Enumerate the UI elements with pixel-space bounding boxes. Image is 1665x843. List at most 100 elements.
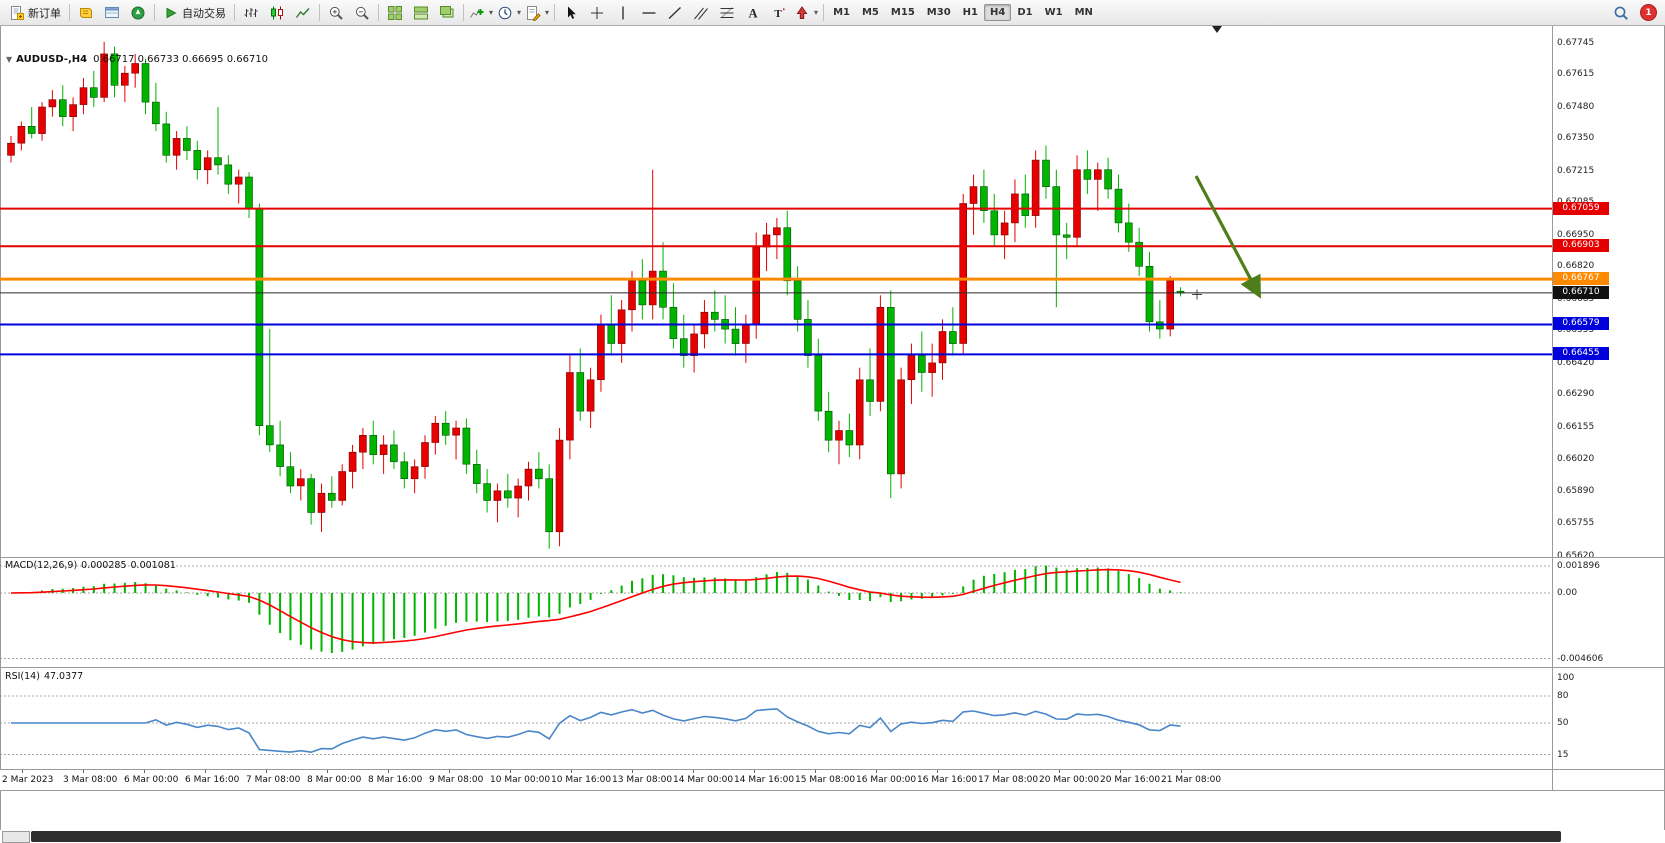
timeframe-mn-button[interactable]: MN [1069, 4, 1099, 21]
time-axis-label: 21 Mar 08:00 [1161, 775, 1222, 785]
price-axis-tick: 0.67215 [1557, 165, 1595, 176]
rsi-value: 47.0377 [43, 671, 84, 682]
fibonacci-button[interactable] [714, 2, 740, 23]
notification-badge[interactable]: 1 [1640, 4, 1657, 21]
cursor-button[interactable] [558, 2, 584, 23]
auto-trading-button[interactable]: 自动交易 [158, 2, 231, 23]
timeframe-m5-button[interactable]: M5 [856, 4, 885, 21]
vline-icon [622, 6, 624, 19]
crosshair-icon [591, 6, 604, 19]
channel-button[interactable] [688, 2, 714, 23]
search-button[interactable] [1608, 2, 1634, 23]
data-window-button[interactable] [99, 2, 125, 23]
crosshair-button[interactable] [584, 2, 610, 23]
time-axis-tick [205, 770, 206, 773]
scrollbar-thumb[interactable] [31, 831, 1561, 842]
toolbar-separator [463, 4, 464, 21]
new-order-button[interactable]: 新订单 [4, 2, 66, 23]
auto-trading-button-label: 自动交易 [182, 6, 226, 20]
trendline-button[interactable] [662, 2, 688, 23]
horizontal-line-button[interactable] [636, 2, 662, 23]
time-axis-tick [144, 770, 145, 773]
text-button[interactable]: A [740, 2, 766, 23]
search-icon [1614, 6, 1628, 20]
svg-text:A: A [749, 6, 758, 20]
data-window-icon [105, 6, 119, 18]
time-axis[interactable]: 2 Mar 2023 3 Mar 08:00 6 Mar 00:00 6 Mar 16… [0, 770, 1552, 790]
price-axis-border [1552, 25, 1553, 790]
time-axis-label: 16 Mar 00:00 [856, 775, 917, 785]
hline-price-label: 0.66903 [1553, 239, 1609, 253]
price-axis-tick: 0.66290 [1557, 389, 1595, 400]
navigator-button[interactable] [125, 2, 151, 23]
market-watch-button[interactable] [73, 2, 99, 23]
timeframe-m1-button[interactable]: M1 [827, 4, 856, 21]
time-axis-tick [388, 770, 389, 773]
periods-button[interactable]: ▾ [495, 2, 523, 23]
rsi-header: RSI(14) 47.0377 [5, 671, 87, 682]
chart-area[interactable]: ▼ AUDUSD-,H4 0.66717 0.66733 0.66695 0.667… [0, 25, 1552, 770]
chart-ohlc: 0.66717 0.66733 0.66695 0.66710 [93, 54, 269, 65]
market-watch-icon [80, 7, 92, 18]
timeframe-h1-button-label: H1 [962, 7, 978, 18]
svg-text:T: T [774, 8, 782, 20]
panel-resize-handle[interactable] [0, 667, 1665, 668]
time-axis-border [0, 790, 1665, 791]
timeframe-h1-button[interactable]: H1 [957, 4, 984, 21]
line-chart-button[interactable] [290, 2, 316, 23]
vertical-line-button[interactable] [610, 2, 636, 23]
indicators-icon [470, 8, 484, 18]
indicators-button[interactable]: ▾ [467, 2, 495, 23]
timeframe-w1-button[interactable]: W1 [1039, 4, 1069, 21]
hline-price-label: 0.67059 [1553, 201, 1609, 215]
zoom-in-button[interactable] [323, 2, 349, 23]
time-axis-tick [815, 770, 816, 773]
scrollbar-home-box[interactable] [2, 831, 30, 843]
time-axis-tick [22, 770, 23, 773]
bar-chart-button[interactable] [238, 2, 264, 23]
timeframe-m30-button[interactable]: M30 [921, 4, 957, 21]
line-chart-icon [295, 7, 310, 18]
cascade-windows-button[interactable] [434, 2, 460, 23]
timeframe-h4-button[interactable]: H4 [983, 4, 1012, 21]
chevron-down-icon: ▾ [489, 8, 494, 17]
tile-windows-button[interactable] [382, 2, 408, 23]
time-axis-label: 10 Mar 00:00 [490, 775, 551, 785]
timeframe-h4-button-label: H4 [989, 7, 1006, 18]
trendline-icon [668, 6, 682, 19]
time-axis-label: 10 Mar 16:00 [551, 775, 612, 785]
hline-price-label: 0.66579 [1553, 317, 1609, 331]
timeframe-m5-button-label: M5 [861, 7, 879, 18]
hline-icon [642, 11, 656, 14]
timeframe-m1-button-label: M1 [833, 7, 850, 18]
zoom-out-button[interactable] [349, 2, 375, 23]
macd-header: MACD(12,26,9) 0.000285 0.001081 [5, 560, 180, 571]
time-axis-tick [83, 770, 84, 773]
chevron-down-icon[interactable]: ▼ [6, 55, 13, 64]
navigator-icon [131, 6, 145, 19]
price-axis-tick: 0.67350 [1557, 133, 1595, 144]
timeframe-m15-button[interactable]: M15 [885, 4, 921, 21]
hline-price-label: 0.66455 [1553, 347, 1609, 361]
chart-symbol: AUDUSD-,H4 [16, 54, 88, 65]
time-axis-label: 17 Mar 08:00 [978, 775, 1039, 785]
text-label-button[interactable]: T [766, 2, 792, 23]
horizontal-scrollbar[interactable] [0, 830, 1665, 843]
timeframe-d1-button[interactable]: D1 [1011, 4, 1038, 21]
time-axis-label: 2 Mar 2023 [2, 775, 54, 785]
candlestick-chart-button[interactable] [264, 2, 290, 23]
candles-icon [271, 6, 283, 19]
arrows-button[interactable]: ▾ [792, 2, 820, 23]
arrange-windows-button[interactable] [408, 2, 434, 23]
panel-resize-handle[interactable] [0, 769, 1665, 770]
template-icon [527, 5, 541, 21]
macd-value-main: 0.000285 [81, 560, 127, 571]
panel-resize-handle[interactable] [0, 557, 1665, 558]
templates-button[interactable]: ▾ [523, 2, 551, 23]
timeframe-mn-button-label: MN [1074, 7, 1093, 18]
chevron-down-icon: ▾ [545, 8, 550, 17]
zoom-out-icon [355, 6, 369, 20]
channel-icon [694, 7, 708, 20]
macd-scale-label: -0.004606 [1557, 653, 1604, 664]
time-axis-tick [1120, 770, 1121, 773]
